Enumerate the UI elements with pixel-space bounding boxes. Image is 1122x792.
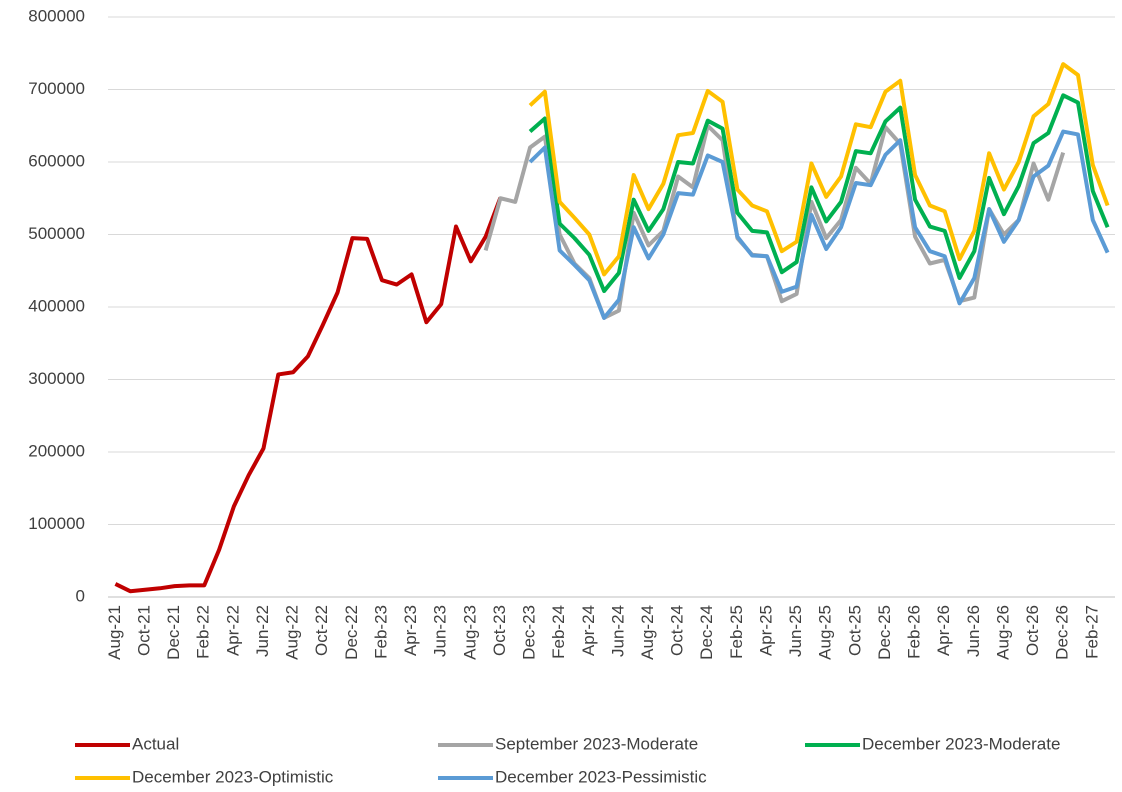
y-tick-label: 300000 xyxy=(28,369,85,388)
x-tick-label: Jun-25 xyxy=(786,605,805,657)
y-tick-label: 400000 xyxy=(28,296,85,315)
y-tick-label: 600000 xyxy=(28,151,85,170)
x-tick-label: Dec-21 xyxy=(164,605,183,660)
x-tick-label: Jun-26 xyxy=(964,605,983,657)
x-tick-label: Apr-22 xyxy=(223,605,242,656)
x-tick-label: Oct-26 xyxy=(1023,605,1042,656)
x-tick-label: Oct-25 xyxy=(845,605,864,656)
legend-label: September 2023-Moderate xyxy=(495,734,698,753)
y-tick-label: 700000 xyxy=(28,79,85,98)
y-tick-label: 200000 xyxy=(28,441,85,460)
x-tick-label: Jun-22 xyxy=(253,605,272,657)
x-tick-label: Apr-23 xyxy=(401,605,420,656)
x-tick-label: Aug-24 xyxy=(638,605,657,660)
series-line xyxy=(528,129,1110,320)
x-tick-label: Oct-23 xyxy=(490,605,509,656)
x-tick-label: Oct-24 xyxy=(668,605,687,656)
x-tick-label: Feb-27 xyxy=(1082,605,1101,659)
x-tick-label: Apr-24 xyxy=(579,605,598,656)
x-tick-label: Dec-24 xyxy=(697,605,716,660)
x-tick-label: Jun-23 xyxy=(431,605,450,657)
x-tick-label: Oct-21 xyxy=(135,605,154,656)
series-line xyxy=(528,62,1110,277)
x-tick-label: Feb-22 xyxy=(194,605,213,659)
x-tick-label: Jun-24 xyxy=(608,605,627,657)
x-tick-label: Aug-25 xyxy=(816,605,835,660)
x-tick-label: Aug-26 xyxy=(993,605,1012,660)
x-tick-label: Dec-23 xyxy=(520,605,539,660)
x-tick-label: Aug-23 xyxy=(460,605,479,660)
x-tick-label: Feb-24 xyxy=(549,605,568,659)
x-tick-label: Aug-22 xyxy=(283,605,302,660)
x-tick-label: Oct-22 xyxy=(312,605,331,656)
legend-label: December 2023-Pessimistic xyxy=(495,767,707,786)
legend-label: December 2023-Moderate xyxy=(862,734,1060,753)
x-tick-label: Feb-26 xyxy=(905,605,924,659)
x-tick-label: Apr-25 xyxy=(756,605,775,656)
y-tick-label: 0 xyxy=(76,586,85,605)
legend-label: Actual xyxy=(132,734,179,753)
series-line xyxy=(528,93,1110,294)
y-tick-label: 100000 xyxy=(28,514,85,533)
x-tick-label: Aug-21 xyxy=(105,605,124,660)
x-tick-label: Feb-25 xyxy=(727,605,746,659)
x-tick-label: Apr-26 xyxy=(934,605,953,656)
series-line xyxy=(114,196,503,594)
y-tick-label: 800000 xyxy=(28,6,85,25)
y-tick-label: 500000 xyxy=(28,224,85,243)
legend-label: December 2023-Optimistic xyxy=(132,767,334,786)
x-tick-label: Feb-23 xyxy=(371,605,390,659)
x-tick-label: Dec-26 xyxy=(1053,605,1072,660)
x-tick-label: Dec-25 xyxy=(875,605,894,660)
x-tick-label: Dec-22 xyxy=(342,605,361,660)
